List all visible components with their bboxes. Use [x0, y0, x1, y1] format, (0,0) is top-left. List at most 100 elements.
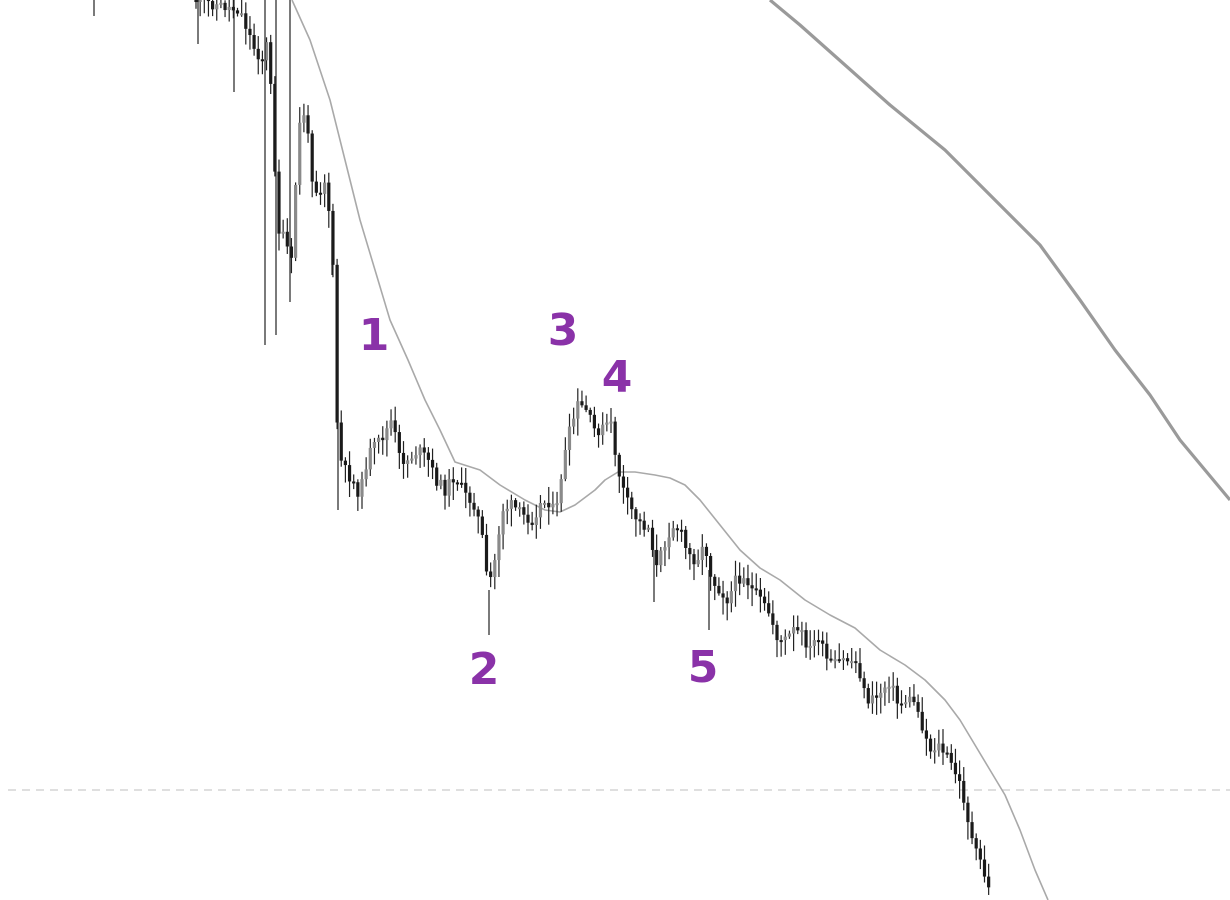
candle-body — [522, 507, 526, 515]
candle-body — [754, 588, 758, 591]
candle-body — [866, 688, 870, 704]
candle-body — [800, 630, 804, 633]
candle-body — [572, 418, 576, 427]
candle-body — [368, 447, 372, 470]
wave-label-2: 2 — [469, 644, 500, 695]
candle-body — [489, 571, 493, 578]
candle-body — [381, 437, 385, 441]
candle-body — [883, 687, 887, 693]
candle-body — [439, 479, 443, 486]
candle-body — [256, 48, 260, 60]
candle-body — [194, 0, 198, 3]
candle-body — [733, 575, 738, 592]
candle-body — [547, 502, 551, 508]
candle-body — [347, 465, 352, 482]
candle-body — [970, 822, 974, 839]
candle-body — [609, 421, 613, 424]
candle-body — [588, 409, 592, 415]
candle-body — [704, 546, 709, 557]
candle-body — [808, 645, 812, 648]
candle-body — [713, 576, 717, 586]
candle-body — [563, 450, 567, 480]
candle-body — [899, 703, 904, 706]
candle-body — [331, 210, 335, 265]
candle-body — [215, 4, 219, 10]
candle-body — [277, 171, 281, 234]
candle-body — [509, 500, 513, 509]
candle-body — [294, 184, 298, 258]
candle-body — [281, 231, 285, 234]
candle-body — [451, 479, 455, 483]
candle-body — [592, 414, 596, 429]
candle-body — [663, 547, 667, 551]
candle-body — [750, 585, 754, 589]
candle-body — [953, 762, 958, 775]
candle-body — [430, 459, 435, 468]
candle-body — [389, 420, 393, 429]
candle-body — [626, 487, 630, 498]
candle-body — [966, 802, 970, 823]
candle-body — [688, 547, 692, 555]
candle-body — [223, 2, 227, 11]
candle-body — [460, 482, 464, 485]
candle-body — [538, 503, 543, 518]
candle-body — [667, 537, 671, 548]
candle-body — [352, 481, 356, 484]
candle-body — [974, 838, 978, 849]
candle-body — [605, 422, 609, 425]
candle-body — [617, 454, 621, 477]
candle-body — [638, 519, 642, 522]
candle-body — [825, 643, 829, 659]
candle-body — [364, 469, 368, 480]
candle-body — [858, 663, 862, 679]
candle-body — [584, 405, 588, 410]
candle-body — [721, 593, 725, 598]
candle-body — [928, 738, 933, 752]
wave-label-4: 4 — [602, 352, 633, 403]
candle-body — [862, 678, 866, 689]
candle-body — [709, 556, 713, 577]
candle-body — [920, 711, 924, 731]
candle-body — [729, 591, 733, 604]
candle-body — [908, 696, 912, 703]
candle-body — [252, 35, 256, 49]
candle-body — [339, 422, 343, 461]
candle-body — [924, 730, 928, 739]
candle-body — [891, 685, 895, 688]
candle-body — [916, 702, 920, 712]
candle-body — [845, 658, 850, 662]
candle-body — [596, 428, 601, 436]
candle-body — [738, 575, 742, 584]
candle-body — [671, 528, 675, 538]
candle-body — [534, 517, 538, 525]
candle-body — [875, 695, 879, 698]
candle-body — [692, 554, 696, 565]
candle-body — [758, 589, 762, 597]
candle-body — [655, 549, 659, 566]
candle-body — [679, 529, 684, 532]
candle-body — [493, 560, 497, 578]
candle-body — [248, 28, 252, 36]
candle-body — [841, 658, 845, 661]
candle-body — [700, 546, 704, 561]
candle-body — [393, 420, 397, 433]
candle-body — [659, 550, 663, 566]
candle-body — [725, 597, 729, 604]
candle-body — [397, 432, 401, 453]
candle-body — [497, 534, 501, 561]
candle-body — [385, 428, 389, 441]
candle-body — [958, 774, 962, 781]
candle-body — [513, 500, 518, 508]
candle-body — [269, 42, 273, 84]
candle-body — [476, 509, 480, 517]
candle-body — [518, 507, 522, 510]
candle-body — [804, 630, 808, 648]
candle-body — [762, 596, 767, 604]
wave-label-3: 3 — [548, 305, 579, 356]
candle-body — [634, 509, 638, 520]
candle-body — [870, 695, 875, 704]
candle-body — [472, 502, 476, 510]
candle-body — [530, 522, 534, 525]
candle-body — [555, 503, 559, 506]
candle-body — [240, 13, 244, 16]
